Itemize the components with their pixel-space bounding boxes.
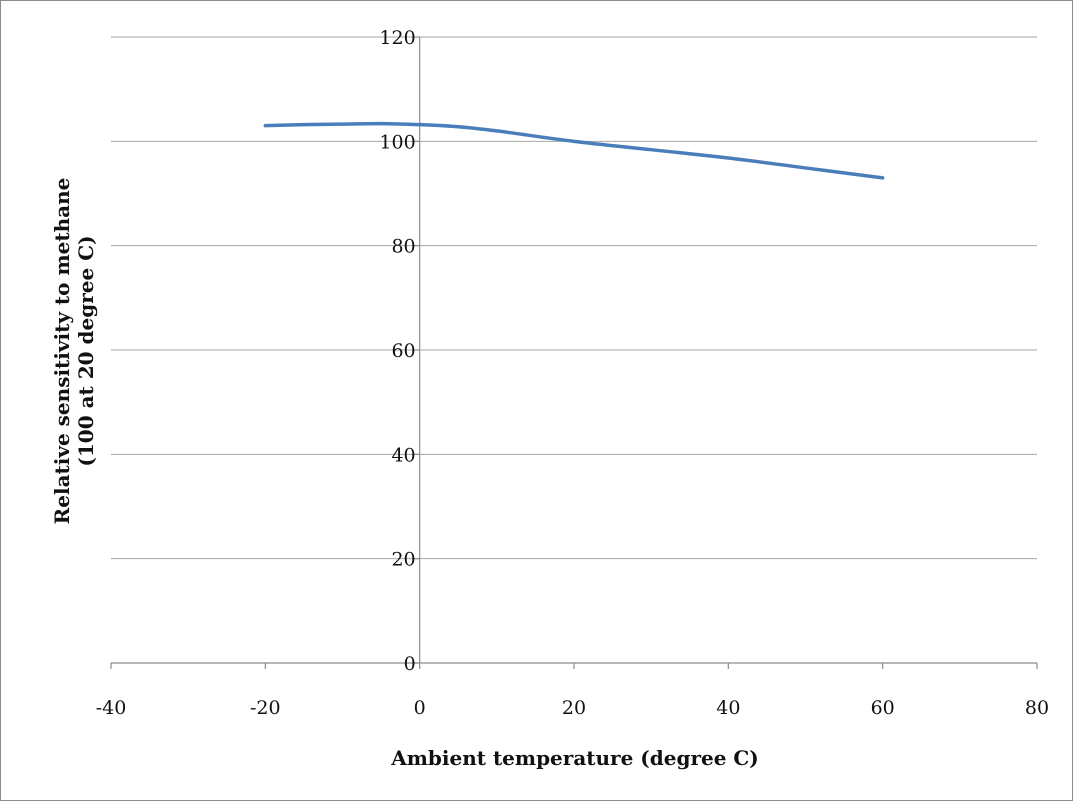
y-tick-label-4: 80	[391, 236, 415, 258]
x-tick-label-4: 40	[716, 697, 740, 719]
x-tick-label-5: 60	[871, 697, 895, 719]
x-tick-label-0: -40	[96, 697, 127, 719]
x-axis-title: Ambient temperature (degree C)	[390, 746, 759, 770]
y-axis-title: Relative sensitivity to methane(100 at 2…	[50, 178, 98, 525]
y-tick-label-5: 100	[379, 131, 415, 153]
x-tick-label-1: -20	[250, 697, 281, 719]
gridlines	[111, 36, 1037, 560]
y-axis-title-line-0: Relative sensitivity to methane	[50, 178, 74, 525]
y-axis-title-line-1: (100 at 20 degree C)	[74, 235, 98, 466]
x-tick-label-2: 0	[414, 697, 426, 719]
y-tick-label-3: 60	[391, 340, 415, 362]
x-tick-label-6: 80	[1025, 697, 1049, 719]
axes	[110, 36, 1038, 669]
y-tick-label-2: 40	[391, 444, 415, 466]
series-line-0	[263, 121, 885, 180]
y-tick-label-1: 20	[391, 549, 415, 571]
y-tick-label-6: 120	[379, 27, 415, 49]
y-tick-label-0: 0	[404, 653, 416, 675]
tick-labels: 0 20 40 60 80 100 120 -40 -20 0 20 40 60 80	[96, 27, 1049, 719]
series-layer	[263, 121, 885, 180]
x-tick-label-3: 20	[562, 697, 586, 719]
